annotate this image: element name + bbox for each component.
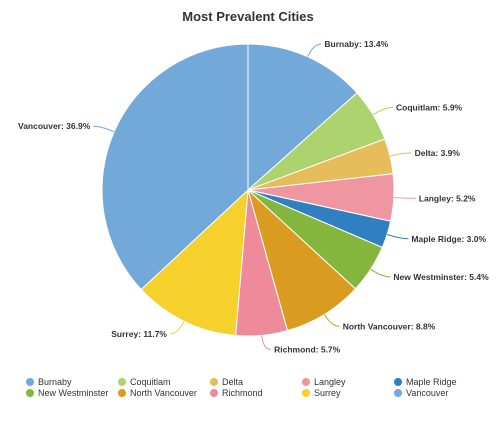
data-label-surrey: Surrey: 11.7%	[111, 329, 167, 339]
legend-label-maple-ridge: Maple Ridge	[406, 377, 457, 387]
data-label-delta: Delta: 3.9%	[415, 148, 461, 158]
legend-marker-vancouver	[394, 389, 402, 397]
data-label-maple-ridge: Maple Ridge: 3.0%	[411, 234, 486, 244]
legend: Burnaby Coquitlam Delta Langley Maple Ridge N…	[26, 377, 457, 398]
leader-line-maple-ridge	[386, 234, 409, 240]
legend-item-vancouver[interactable]: Vancouver	[394, 388, 448, 398]
leader-lines	[93, 43, 416, 350]
leader-line-north-vancouver	[323, 314, 340, 327]
legend-item-surrey[interactable]: Surrey	[302, 388, 341, 398]
legend-label-new-westminster: New Westminster	[38, 388, 108, 398]
legend-marker-maple-ridge	[394, 378, 402, 386]
leader-line-burnaby	[307, 43, 322, 58]
legend-item-delta[interactable]: Delta	[210, 377, 243, 387]
legend-label-surrey: Surrey	[314, 388, 341, 398]
legend-marker-surrey	[302, 389, 310, 397]
pie-slice-surrey[interactable]	[140, 188, 249, 337]
leader-line-richmond	[261, 335, 272, 350]
legend-item-maple-ridge[interactable]: Maple Ridge	[394, 377, 457, 387]
pie-slice-vancouver[interactable]	[101, 43, 249, 291]
data-label-langley: Langley: 5.2%	[419, 193, 476, 203]
legend-marker-north-vancouver	[118, 389, 126, 397]
leader-line-new-westminster	[370, 268, 391, 278]
legend-item-langley[interactable]: Langley	[302, 377, 346, 387]
data-label-new-westminster: New Westminster: 5.4%	[393, 272, 489, 282]
data-label-richmond: Richmond: 5.7%	[274, 344, 341, 354]
leader-line-langley	[393, 197, 416, 199]
legend-marker-richmond	[210, 389, 218, 397]
legend-marker-burnaby	[26, 378, 34, 386]
pie-slice-north-vancouver[interactable]	[247, 188, 357, 332]
legend-marker-delta	[210, 378, 218, 386]
legend-label-richmond: Richmond	[222, 388, 263, 398]
legend-item-new-westminster[interactable]: New Westminster	[26, 388, 108, 398]
pie-slices	[101, 43, 395, 337]
legend-marker-new-westminster	[26, 389, 34, 397]
leader-line-vancouver	[93, 125, 115, 133]
pie-slice-burnaby[interactable]	[247, 43, 358, 192]
legend-label-langley: Langley	[314, 377, 346, 387]
data-labels: Burnaby: 13.4% Coquitlam: 5.9% Delta: 3.9%…	[18, 39, 489, 354]
data-label-vancouver: Vancouver: 36.9%	[18, 121, 91, 131]
leader-line-coquitlam	[372, 106, 394, 116]
leader-line-delta	[389, 152, 412, 157]
legend-item-richmond[interactable]: Richmond	[210, 388, 263, 398]
legend-label-coquitlam: Coquitlam	[130, 377, 171, 387]
legend-label-vancouver: Vancouver	[406, 388, 448, 398]
legend-item-coquitlam[interactable]: Coquitlam	[118, 377, 171, 387]
data-label-coquitlam: Coquitlam: 5.9%	[396, 102, 463, 112]
leader-line-surrey	[169, 321, 185, 335]
legend-item-burnaby[interactable]: Burnaby	[26, 377, 72, 387]
chart-title: Most Prevalent Cities	[182, 9, 314, 24]
data-label-burnaby: Burnaby: 13.4%	[324, 39, 388, 49]
legend-marker-langley	[302, 378, 310, 386]
legend-item-north-vancouver[interactable]: North Vancouver	[118, 388, 197, 398]
legend-marker-coquitlam	[118, 378, 126, 386]
legend-label-burnaby: Burnaby	[38, 377, 72, 387]
legend-label-north-vancouver: North Vancouver	[130, 388, 197, 398]
legend-label-delta: Delta	[222, 377, 243, 387]
data-label-north-vancouver: North Vancouver: 8.8%	[343, 321, 436, 331]
